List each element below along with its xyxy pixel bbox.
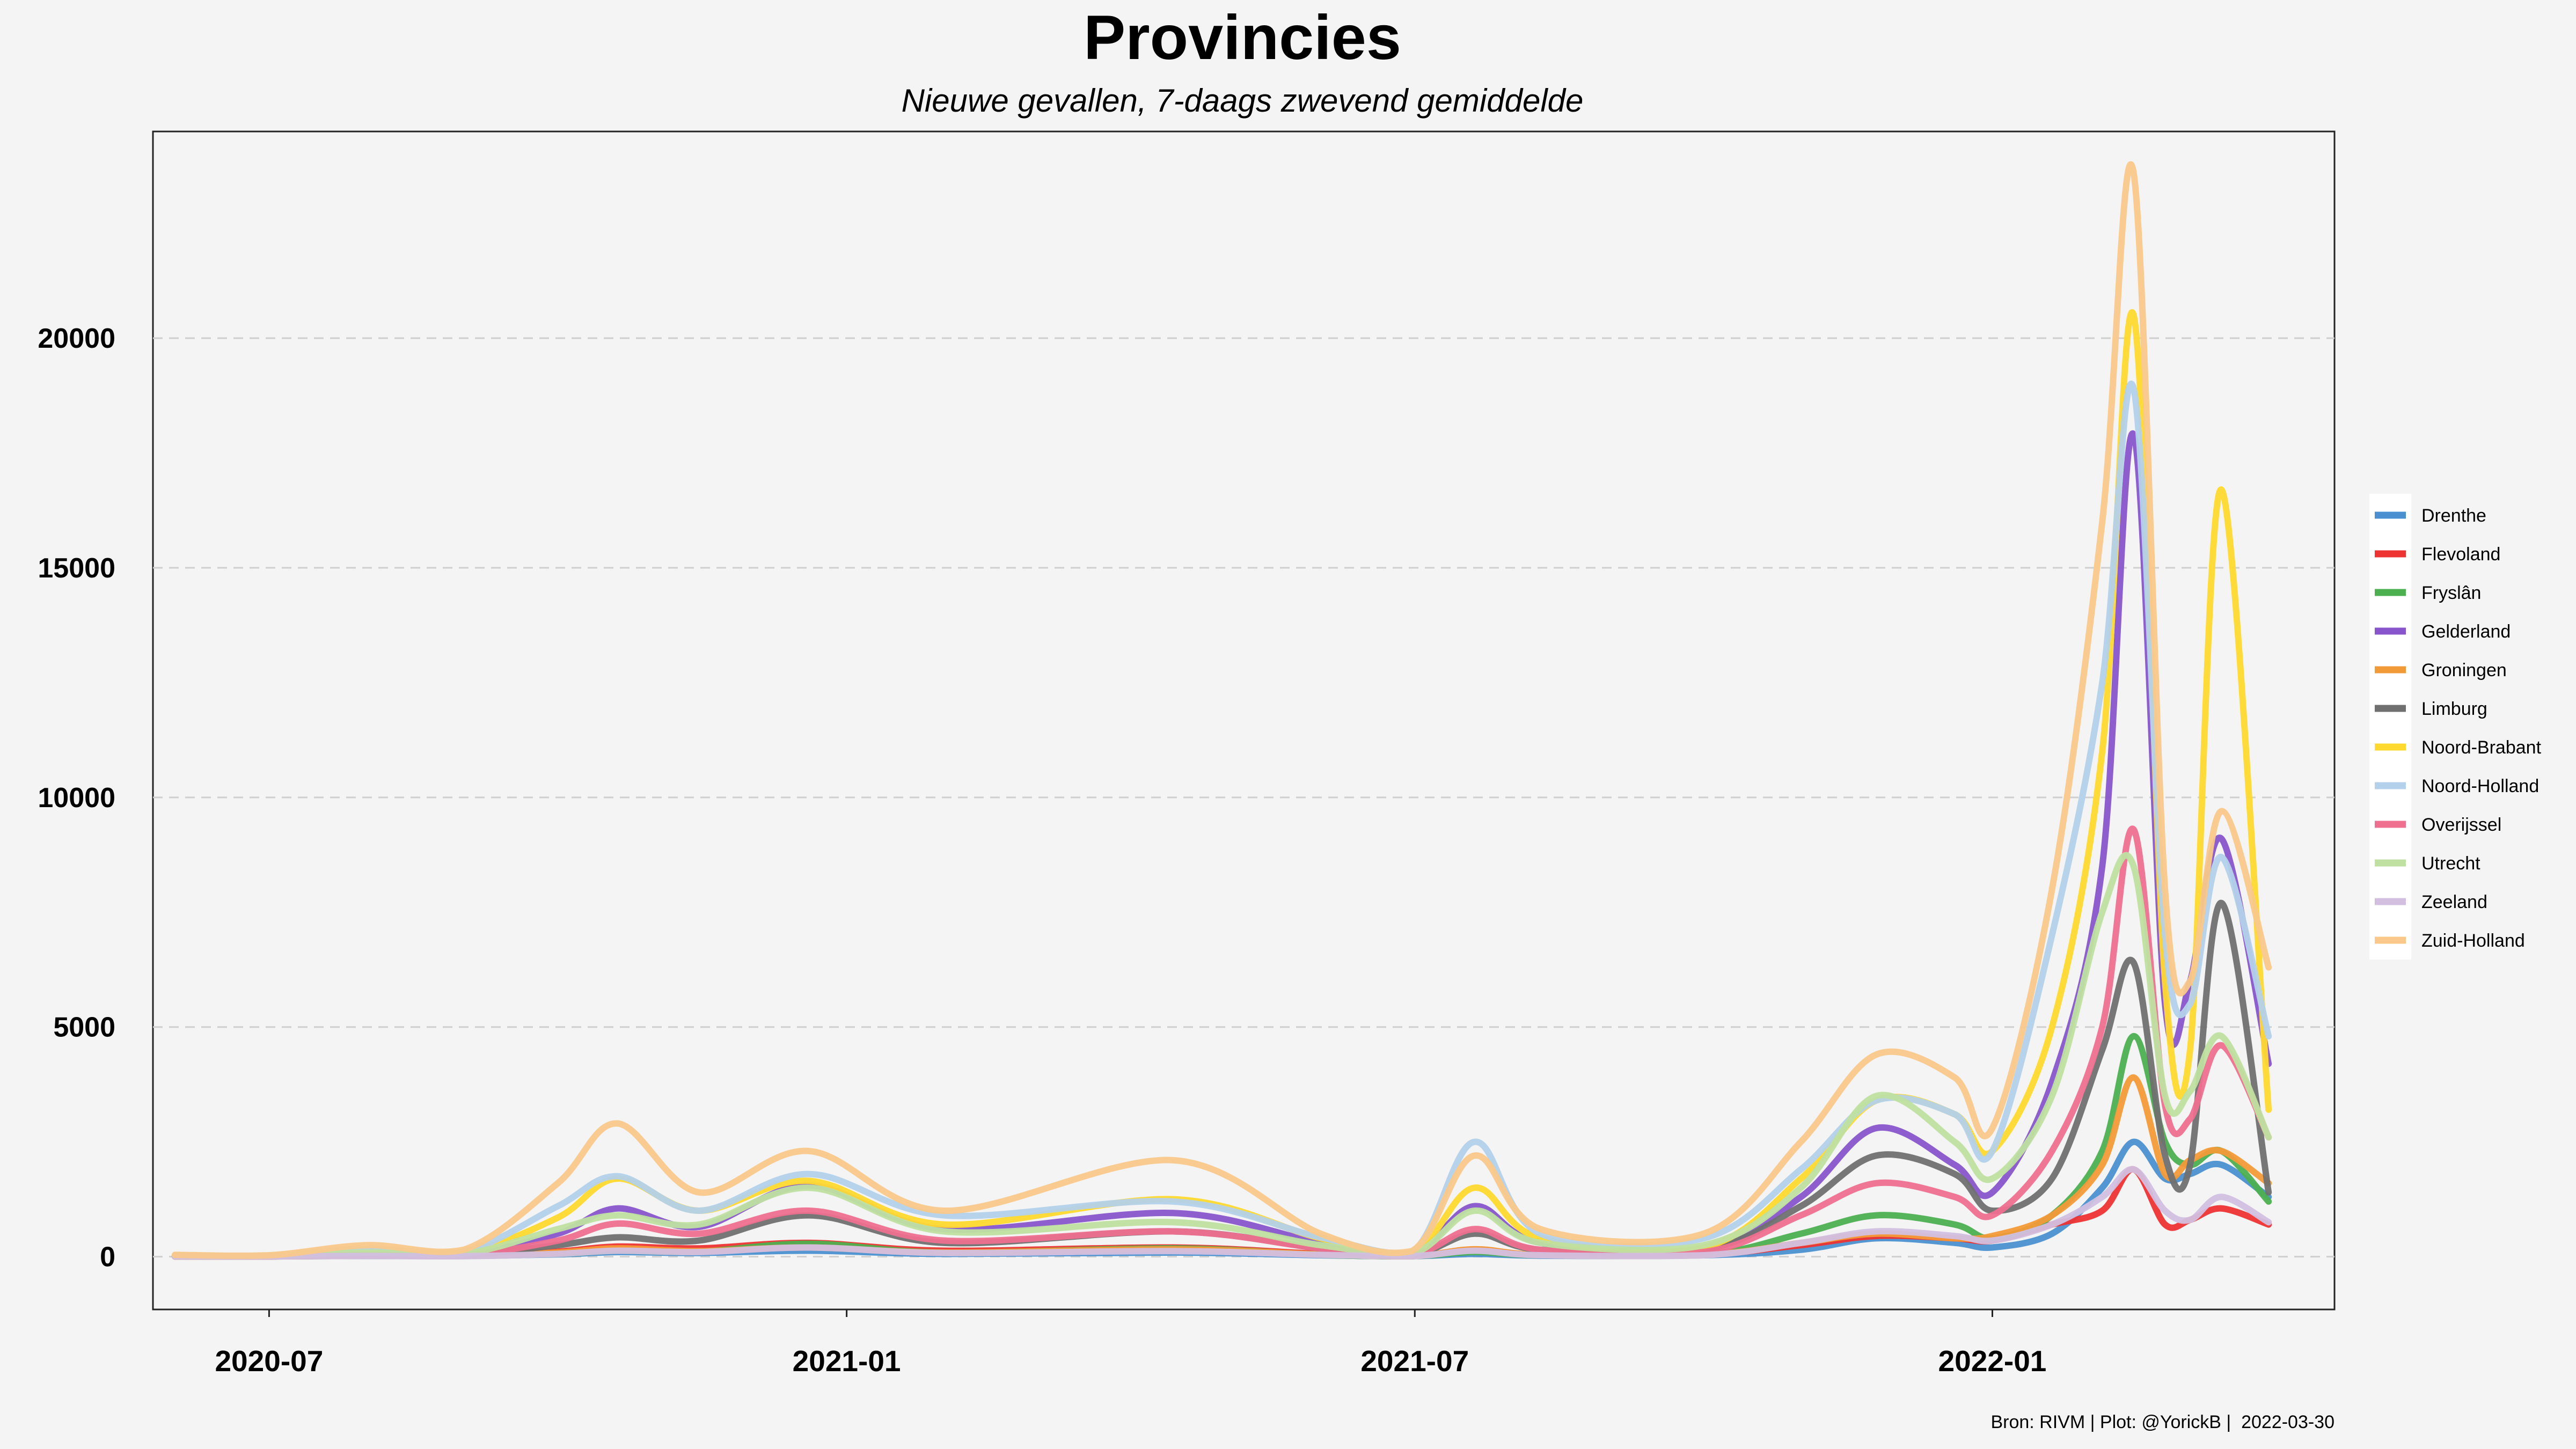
y-tick-label: 10000 xyxy=(38,782,115,814)
legend-label: Gelderland xyxy=(2421,621,2511,642)
legend-label: Drenthe xyxy=(2421,506,2486,526)
x-tick-label: 2021-01 xyxy=(793,1344,901,1378)
y-axis-ticks: 0 5000 10000 15000 20000 xyxy=(38,323,115,1273)
legend-label: Utrecht xyxy=(2421,853,2480,874)
series-line-zeeland xyxy=(171,1166,2272,1260)
legend-label: Zeeland xyxy=(2421,892,2487,912)
series-line-overijssel xyxy=(171,825,2272,1260)
x-tick-label: 2022-01 xyxy=(1938,1344,2047,1378)
legend-label: Flevoland xyxy=(2421,544,2500,565)
legend-label: Fryslân xyxy=(2421,583,2481,603)
legend-label: Limburg xyxy=(2421,699,2487,719)
legend-label: Zuid-Holland xyxy=(2421,931,2525,951)
legend-label: Groningen xyxy=(2421,660,2507,680)
series-layer xyxy=(171,161,2272,1260)
caption: Bron: RIVM | Plot: @YorickB | 2022-03-30 xyxy=(1990,1412,2334,1432)
series-line-zuid-holland xyxy=(171,161,2272,1259)
legend-box xyxy=(2369,494,2411,960)
y-tick-label: 15000 xyxy=(38,553,115,584)
legend-label: Noord-Holland xyxy=(2421,776,2539,796)
series-line-noord-holland xyxy=(171,380,2272,1260)
legend-label: Overijssel xyxy=(2421,815,2501,835)
y-tick-label: 0 xyxy=(100,1242,115,1273)
series-line-utrecht xyxy=(171,852,2272,1260)
chart-subtitle: Nieuwe gevallen, 7-daags zwevend gemidde… xyxy=(901,83,1584,119)
chart-title: Provincies xyxy=(1084,2,1401,72)
y-tick-label: 20000 xyxy=(38,323,115,354)
legend-label: Noord-Brabant xyxy=(2421,737,2542,758)
x-axis-ticks: 2020-07 2021-01 2021-07 2022-01 xyxy=(215,1309,2046,1378)
legend: Drenthe Flevoland Fryslân Gelderland Groning… xyxy=(2369,494,2542,960)
x-tick-label: 2021-07 xyxy=(1360,1344,1469,1378)
x-tick-label: 2020-07 xyxy=(215,1344,323,1378)
y-tick-label: 5000 xyxy=(53,1012,115,1043)
